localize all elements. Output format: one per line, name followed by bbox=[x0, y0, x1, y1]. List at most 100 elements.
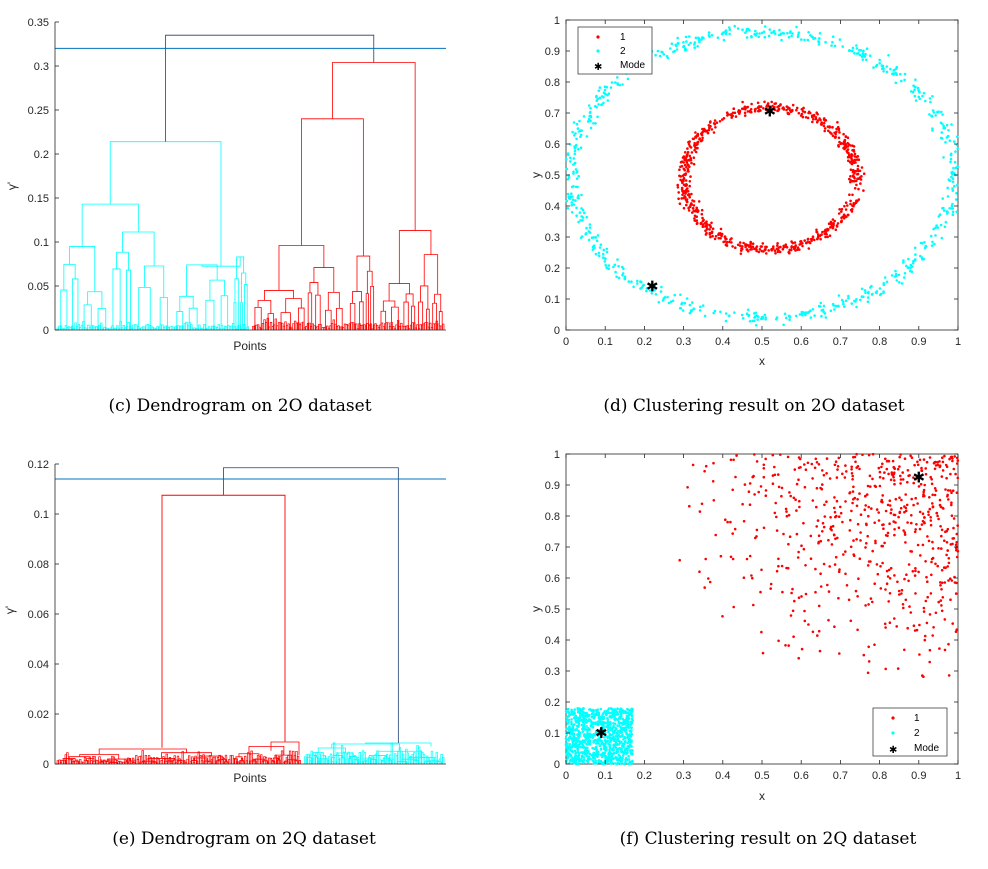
data-point bbox=[694, 208, 698, 212]
data-point bbox=[851, 501, 854, 505]
data-point bbox=[704, 229, 707, 232]
data-point bbox=[801, 313, 804, 317]
data-point bbox=[815, 461, 819, 464]
data-point bbox=[855, 538, 858, 541]
data-point bbox=[582, 756, 586, 759]
data-point bbox=[951, 213, 955, 216]
dendrogram-link bbox=[362, 760, 368, 764]
data-point bbox=[683, 163, 687, 167]
data-point bbox=[575, 741, 578, 744]
data-point bbox=[873, 582, 876, 585]
data-point bbox=[899, 478, 903, 481]
data-point bbox=[579, 146, 583, 149]
data-point bbox=[885, 569, 889, 573]
data-point bbox=[893, 68, 896, 72]
dendrogram-link bbox=[336, 307, 343, 330]
data-point bbox=[953, 455, 956, 458]
data-point bbox=[602, 736, 606, 739]
data-point bbox=[591, 736, 595, 739]
data-point bbox=[812, 118, 815, 121]
data-point bbox=[707, 34, 711, 37]
data-point bbox=[574, 719, 577, 722]
legend-marker-1 bbox=[596, 35, 600, 39]
data-point bbox=[708, 126, 711, 129]
data-point bbox=[750, 35, 753, 39]
data-point bbox=[568, 743, 571, 746]
data-point bbox=[735, 454, 738, 457]
data-point bbox=[934, 611, 938, 615]
data-point bbox=[946, 495, 949, 498]
data-point bbox=[627, 758, 631, 761]
dendrogram-link bbox=[69, 246, 96, 292]
data-point bbox=[822, 473, 826, 477]
data-point bbox=[616, 76, 619, 79]
data-point bbox=[747, 314, 750, 318]
data-point bbox=[931, 634, 934, 637]
data-point bbox=[630, 726, 633, 730]
data-point bbox=[940, 609, 944, 613]
y-tick-label: 0.4 bbox=[545, 201, 560, 213]
data-point bbox=[797, 33, 800, 37]
data-point bbox=[901, 603, 905, 606]
data-point bbox=[764, 457, 767, 461]
data-point bbox=[715, 121, 719, 124]
data-point bbox=[797, 596, 801, 599]
data-point bbox=[702, 223, 705, 226]
data-point bbox=[660, 285, 663, 289]
data-point bbox=[924, 99, 927, 103]
data-point bbox=[878, 484, 882, 488]
y-tick-label: 0.02 bbox=[28, 709, 49, 721]
data-point bbox=[689, 41, 692, 45]
data-point bbox=[745, 243, 749, 247]
y-tick-label: 0.12 bbox=[28, 459, 49, 471]
data-point bbox=[785, 108, 788, 112]
data-point bbox=[888, 522, 891, 525]
data-point bbox=[919, 241, 923, 245]
data-point bbox=[883, 276, 887, 279]
data-point bbox=[884, 509, 888, 513]
data-point bbox=[848, 155, 852, 159]
data-point bbox=[903, 648, 906, 652]
data-point bbox=[723, 240, 727, 243]
dendrogram-link bbox=[248, 746, 285, 756]
data-point bbox=[708, 580, 712, 584]
data-point bbox=[709, 120, 712, 123]
data-point bbox=[692, 307, 696, 311]
data-point bbox=[849, 199, 852, 203]
data-point bbox=[731, 111, 735, 115]
data-point bbox=[670, 42, 674, 45]
data-point bbox=[741, 107, 744, 110]
data-point bbox=[874, 541, 877, 545]
data-point bbox=[951, 542, 954, 546]
data-point bbox=[683, 195, 686, 198]
data-point bbox=[853, 179, 856, 183]
data-point bbox=[955, 135, 959, 138]
data-point bbox=[602, 717, 605, 720]
data-point bbox=[815, 228, 818, 232]
dendrogram-link bbox=[435, 761, 442, 764]
data-point bbox=[914, 496, 917, 500]
x-tick-label: 0.6 bbox=[794, 336, 809, 348]
data-point bbox=[629, 710, 632, 713]
data-point bbox=[612, 743, 615, 747]
data-point bbox=[789, 31, 792, 34]
data-point bbox=[567, 711, 571, 715]
data-point bbox=[828, 234, 832, 237]
data-point bbox=[903, 510, 906, 514]
data-point bbox=[610, 755, 614, 758]
x-tick-label: 0.2 bbox=[637, 770, 652, 782]
data-point bbox=[791, 587, 794, 591]
data-point bbox=[614, 270, 617, 274]
data-point bbox=[603, 85, 607, 88]
data-point bbox=[616, 82, 619, 85]
dendrogram-link bbox=[327, 292, 340, 311]
dendrogram-link bbox=[307, 292, 313, 330]
data-point bbox=[607, 759, 611, 762]
data-point bbox=[923, 634, 927, 638]
legend-label-mode: Mode bbox=[914, 743, 939, 754]
data-point bbox=[939, 525, 942, 528]
data-point bbox=[834, 460, 838, 464]
dendrogram-link bbox=[177, 760, 186, 764]
data-point bbox=[953, 160, 957, 164]
data-point bbox=[931, 240, 934, 244]
